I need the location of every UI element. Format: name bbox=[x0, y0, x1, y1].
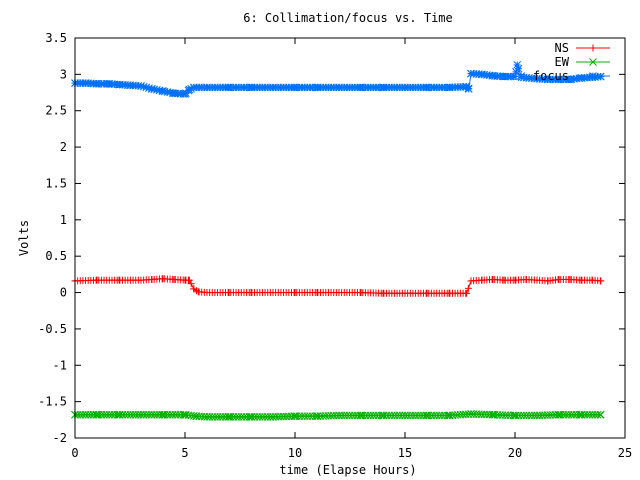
series-focus bbox=[71, 61, 605, 98]
axes: 0 5 10 15 20 25 -2 -1.5 -1 -0.5 0 0.5 1 1.5 2 2.5 3 3.5 bbox=[38, 31, 632, 460]
y-tick-label: -1 bbox=[53, 358, 67, 372]
y-tick-label: 1 bbox=[60, 213, 67, 227]
y-tick-label: 1.5 bbox=[45, 176, 67, 190]
legend-marker-focus bbox=[589, 72, 597, 80]
chart-title: 6: Collimation/focus vs. Time bbox=[243, 11, 453, 25]
x-axis-label: time (Elapse Hours) bbox=[279, 463, 416, 477]
legend-marker-EW bbox=[589, 58, 597, 66]
series-EW bbox=[71, 410, 605, 421]
sample-marker-NS bbox=[462, 289, 470, 297]
y-tick-label: 2.5 bbox=[45, 104, 67, 118]
sample-marker-NS bbox=[464, 284, 472, 292]
sample-marker-NS bbox=[187, 280, 195, 288]
sample-marker-focus bbox=[596, 72, 605, 81]
x-tick-label: 15 bbox=[398, 446, 412, 460]
x-tick-label: 10 bbox=[288, 446, 302, 460]
sample-marker-focus bbox=[461, 82, 470, 91]
y-tick-label: 0 bbox=[60, 286, 67, 300]
legend-label: focus bbox=[533, 69, 569, 83]
sample-marker-EW bbox=[593, 410, 602, 419]
y-tick-label: -2 bbox=[53, 431, 67, 445]
y-tick-label: 0.5 bbox=[45, 249, 67, 263]
y-tick-label: 3.5 bbox=[45, 31, 67, 45]
sample-marker-focus bbox=[514, 64, 523, 73]
series-NS bbox=[71, 275, 605, 297]
sample-marker-EW bbox=[596, 410, 605, 419]
legend-marker-NS bbox=[589, 44, 597, 52]
x-tick-label: 0 bbox=[71, 446, 78, 460]
sample-marker-focus bbox=[464, 84, 473, 93]
legend-label: NS bbox=[555, 41, 569, 55]
sample-marker-NS bbox=[596, 277, 604, 285]
y-tick-label: 2 bbox=[60, 140, 67, 154]
x-tick-label: 20 bbox=[508, 446, 522, 460]
legend-label: EW bbox=[555, 55, 570, 69]
plot-area bbox=[71, 61, 605, 421]
y-tick-label: 3 bbox=[60, 67, 67, 81]
plot-frame bbox=[74, 37, 626, 439]
y-axis-label: Volts bbox=[17, 220, 31, 256]
y-tick-label: -0.5 bbox=[38, 322, 67, 336]
x-tick-label: 25 bbox=[618, 446, 632, 460]
x-tick-label: 5 bbox=[181, 446, 188, 460]
y-tick-label: -1.5 bbox=[38, 395, 67, 409]
